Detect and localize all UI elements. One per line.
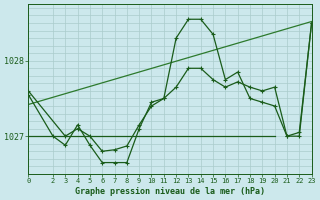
X-axis label: Graphe pression niveau de la mer (hPa): Graphe pression niveau de la mer (hPa)	[75, 187, 265, 196]
